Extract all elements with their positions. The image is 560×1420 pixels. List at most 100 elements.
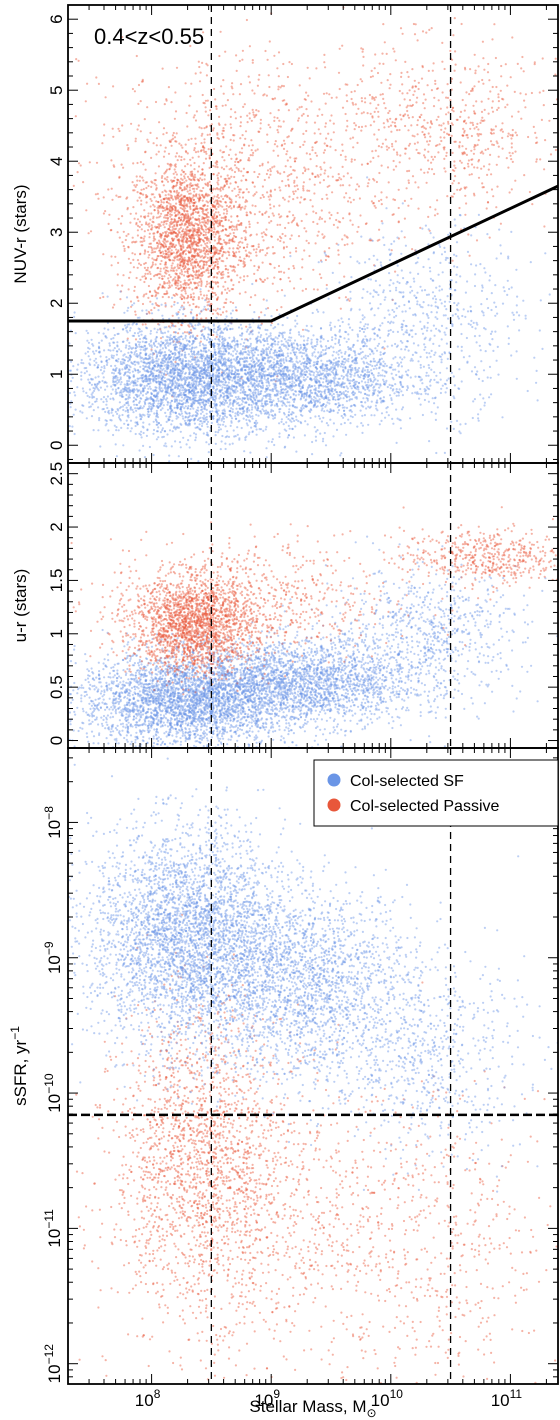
data-point-passive — [135, 54, 138, 58]
data-point-passive — [487, 147, 490, 150]
data-point-sf — [70, 380, 73, 383]
data-point-passive — [458, 144, 461, 147]
data-point-passive — [145, 221, 148, 224]
data-point-passive — [182, 171, 185, 174]
data-point-passive — [162, 267, 165, 270]
data-point-passive — [176, 263, 179, 266]
data-point-passive — [196, 254, 199, 257]
data-point-passive — [134, 241, 137, 244]
data-point-passive — [172, 267, 175, 270]
data-point-passive — [394, 59, 397, 62]
data-point-passive — [188, 332, 191, 335]
data-point-sf — [74, 408, 77, 411]
data-point-passive — [188, 200, 191, 203]
data-point-passive — [323, 61, 326, 64]
data-point-passive — [273, 165, 276, 168]
data-point-passive — [188, 325, 191, 328]
data-point-passive — [236, 215, 239, 218]
data-point-passive — [150, 348, 153, 351]
data-point-passive — [232, 254, 235, 258]
data-point-passive — [361, 80, 364, 83]
data-point-sf — [171, 296, 174, 299]
data-point-passive — [198, 238, 201, 241]
data-point-passive — [173, 136, 177, 139]
data-point-passive — [424, 156, 427, 159]
data-point-passive — [424, 98, 427, 101]
data-point-passive — [486, 201, 490, 204]
data-point-passive — [194, 240, 197, 243]
data-point-passive — [302, 132, 305, 135]
data-point-passive — [225, 165, 228, 168]
data-point-sf — [102, 376, 105, 379]
data-point-passive — [232, 301, 235, 305]
data-point-passive — [248, 223, 251, 226]
data-point-passive — [414, 181, 417, 184]
data-point-passive — [221, 156, 224, 159]
data-point-passive — [224, 280, 227, 284]
data-point-sf — [142, 348, 145, 351]
data-point-passive — [152, 239, 155, 242]
data-point-passive — [389, 83, 392, 86]
data-point-passive — [340, 178, 343, 181]
data-point-sf — [269, 332, 272, 335]
data-point-passive — [221, 253, 224, 256]
data-point-passive — [234, 235, 237, 238]
data-point-passive — [206, 301, 209, 304]
data-point-sf — [98, 419, 101, 422]
data-point-passive — [377, 199, 381, 203]
data-point-passive — [460, 161, 463, 164]
data-point-passive — [190, 233, 194, 236]
data-point-passive — [246, 245, 249, 249]
data-point-passive — [223, 301, 226, 304]
data-point-passive — [228, 226, 231, 230]
data-point-passive — [293, 185, 296, 188]
data-point-passive — [311, 172, 314, 175]
data-point-passive — [178, 200, 181, 203]
data-point-passive — [132, 258, 135, 261]
data-point-passive — [469, 89, 473, 93]
data-point-passive — [147, 229, 150, 232]
data-point-passive — [242, 230, 246, 233]
data-point-passive — [170, 305, 173, 308]
data-point-passive — [160, 199, 163, 202]
data-point-passive — [446, 96, 450, 99]
data-point-passive — [236, 228, 239, 231]
data-point-passive — [497, 155, 500, 158]
data-point-passive — [179, 187, 183, 190]
data-point-passive — [188, 236, 192, 239]
data-point-passive — [427, 159, 430, 162]
data-point-passive — [169, 140, 172, 143]
data-point-passive — [280, 289, 284, 292]
data-point-passive — [204, 182, 207, 185]
data-point-passive — [416, 119, 419, 122]
data-point-passive — [187, 198, 190, 201]
data-point-passive — [222, 168, 226, 171]
data-point-passive — [230, 126, 233, 129]
data-point-passive — [360, 100, 364, 103]
data-point-passive — [175, 191, 178, 194]
data-point-sf — [168, 429, 172, 432]
data-point-passive — [152, 352, 156, 355]
data-point-passive — [349, 137, 352, 140]
data-point-passive — [191, 255, 194, 258]
data-point-passive — [386, 79, 389, 82]
data-point-passive — [185, 286, 188, 289]
data-point-passive — [220, 243, 223, 246]
data-point-passive — [317, 128, 320, 131]
data-point-passive — [465, 91, 468, 94]
data-point-passive — [174, 283, 177, 286]
data-point-passive — [360, 163, 364, 166]
data-point-passive — [221, 270, 225, 273]
data-point-passive — [491, 100, 494, 103]
data-point-passive — [316, 114, 319, 117]
data-point-passive — [219, 242, 222, 245]
data-point-passive — [236, 185, 240, 188]
data-point-passive — [281, 232, 284, 236]
data-point-passive — [197, 254, 200, 258]
data-point-passive — [322, 151, 325, 154]
data-point-passive — [152, 221, 155, 224]
data-point-passive — [167, 193, 170, 196]
data-point-passive — [500, 75, 503, 78]
data-point-sf — [265, 409, 268, 412]
data-point-passive — [185, 220, 188, 223]
